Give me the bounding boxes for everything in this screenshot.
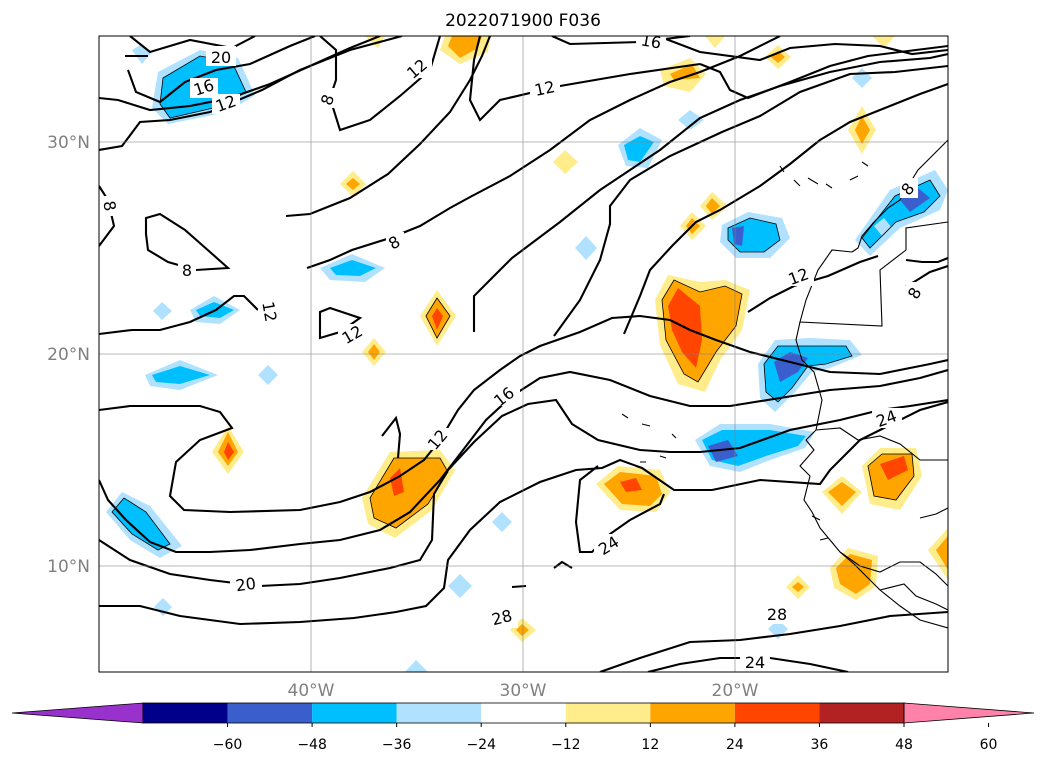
orange-anomaly-patch [432,308,443,330]
colorbar-tick-label: 24 [726,737,744,753]
gridlines [99,36,948,672]
contour-label: 8 [99,199,119,212]
blue-anomaly-patch [575,236,597,260]
colorbar-tick-label: −60 [213,737,243,753]
colorbar-segment [227,703,313,723]
orange-anomaly-patch [516,624,529,636]
orange-anomaly-patch [553,150,578,174]
lon-label-30w: 30°W [500,681,547,701]
contour-label: 28 [767,605,787,624]
blue-anomaly-patch [624,136,654,162]
orange-anomaly-patch [620,478,642,492]
lon-label-40w: 40°W [288,681,335,701]
lon-label-20w: 20°W [712,681,759,701]
lat-label-20n: 20°N [47,345,90,365]
colorbar-segment [734,703,820,723]
colorbar-tick-label: 12 [641,737,659,753]
colorbar-segment [312,703,397,723]
orange-anomaly-patch [936,536,948,570]
orange-anomaly-patch [224,442,234,460]
colorbar-tick-label: −24 [466,737,496,753]
orange-anomaly-patch [705,36,725,48]
orange-anomaly-patch [706,198,720,214]
colorbar-tick-label: −36 [382,737,412,753]
blue-anomaly-patch [112,498,170,550]
blue-anomaly-patch [448,574,472,598]
colorbar-segment [396,703,482,723]
contour-label: 20 [211,48,231,67]
map-title: 2022071900 F036 [445,11,601,31]
orange-anomaly-patch [928,528,948,580]
lat-label-30n: 30°N [47,133,90,153]
colorbar-segment [565,703,651,723]
blue-anomaly-patch [678,110,704,130]
colorbar: −60 −48 −36 −24 −12 12 24 36 48 60 [11,702,1035,753]
contour-label: 24 [745,653,765,672]
contour-label: 8 [182,261,192,280]
colorbar-segment [481,703,566,723]
colorbar-tick-label: −12 [551,737,581,753]
blue-anomaly-patch [153,302,172,320]
blue-anomaly-patch [874,218,892,236]
colorbar-segment [819,703,904,723]
colorbar-tick-label: 48 [895,737,913,753]
map-border [98,35,949,673]
contour-labels: 20 16 12 8 12 16 12 8 8 8 12 12 12 [99,30,926,672]
orange-anomaly-patch [872,36,895,48]
blue-anomaly-patch [852,68,872,88]
contour-label: 12 [258,300,280,323]
orange-anomaly-patch [836,554,872,594]
colorbar-extend-low [11,702,144,724]
colorbar-extend-high [903,702,1035,724]
blue-anomaly-patch [132,44,152,64]
orange-anomaly-patch [792,582,804,592]
blue-anomaly-patch [152,366,210,384]
blue-anomaly-patch [405,660,428,672]
orange-anomaly-patch [368,344,380,360]
blue-anomaly-patch [492,512,512,532]
blue-anomaly-patch [708,440,738,462]
orange-anomaly-patch [370,458,448,528]
anomaly-outlines [111,55,941,551]
blue-anomaly-patch [330,260,376,276]
colorbar-border [142,702,905,724]
colorbar-segment [143,703,228,723]
lat-label-10n: 10°N [47,557,90,577]
orange-anomaly-patch [880,456,908,480]
orange-anomaly-patch [346,178,360,190]
orange-anomaly-patch [448,36,482,58]
colorbar-tick-label: 36 [811,737,829,753]
contour-label: 20 [234,574,257,596]
orange-anomaly-patch [855,116,870,144]
blue-anomaly-patch [258,365,278,385]
map-plot-area: 20 16 12 8 12 16 12 8 8 8 12 12 12 [99,30,948,672]
contour-label: 16 [639,30,662,52]
orange-anomaly-patch [670,64,700,80]
orange-anomaly-patch [828,482,856,506]
contour-label: 12 [533,77,557,100]
colorbar-tick-label: 60 [980,737,998,753]
colorbar-segment [650,703,735,723]
isotach-contours [99,36,948,672]
colorbar-tick-label: −48 [297,737,327,753]
blue-anomaly-patch [900,188,930,212]
contour-label: 28 [490,606,514,629]
